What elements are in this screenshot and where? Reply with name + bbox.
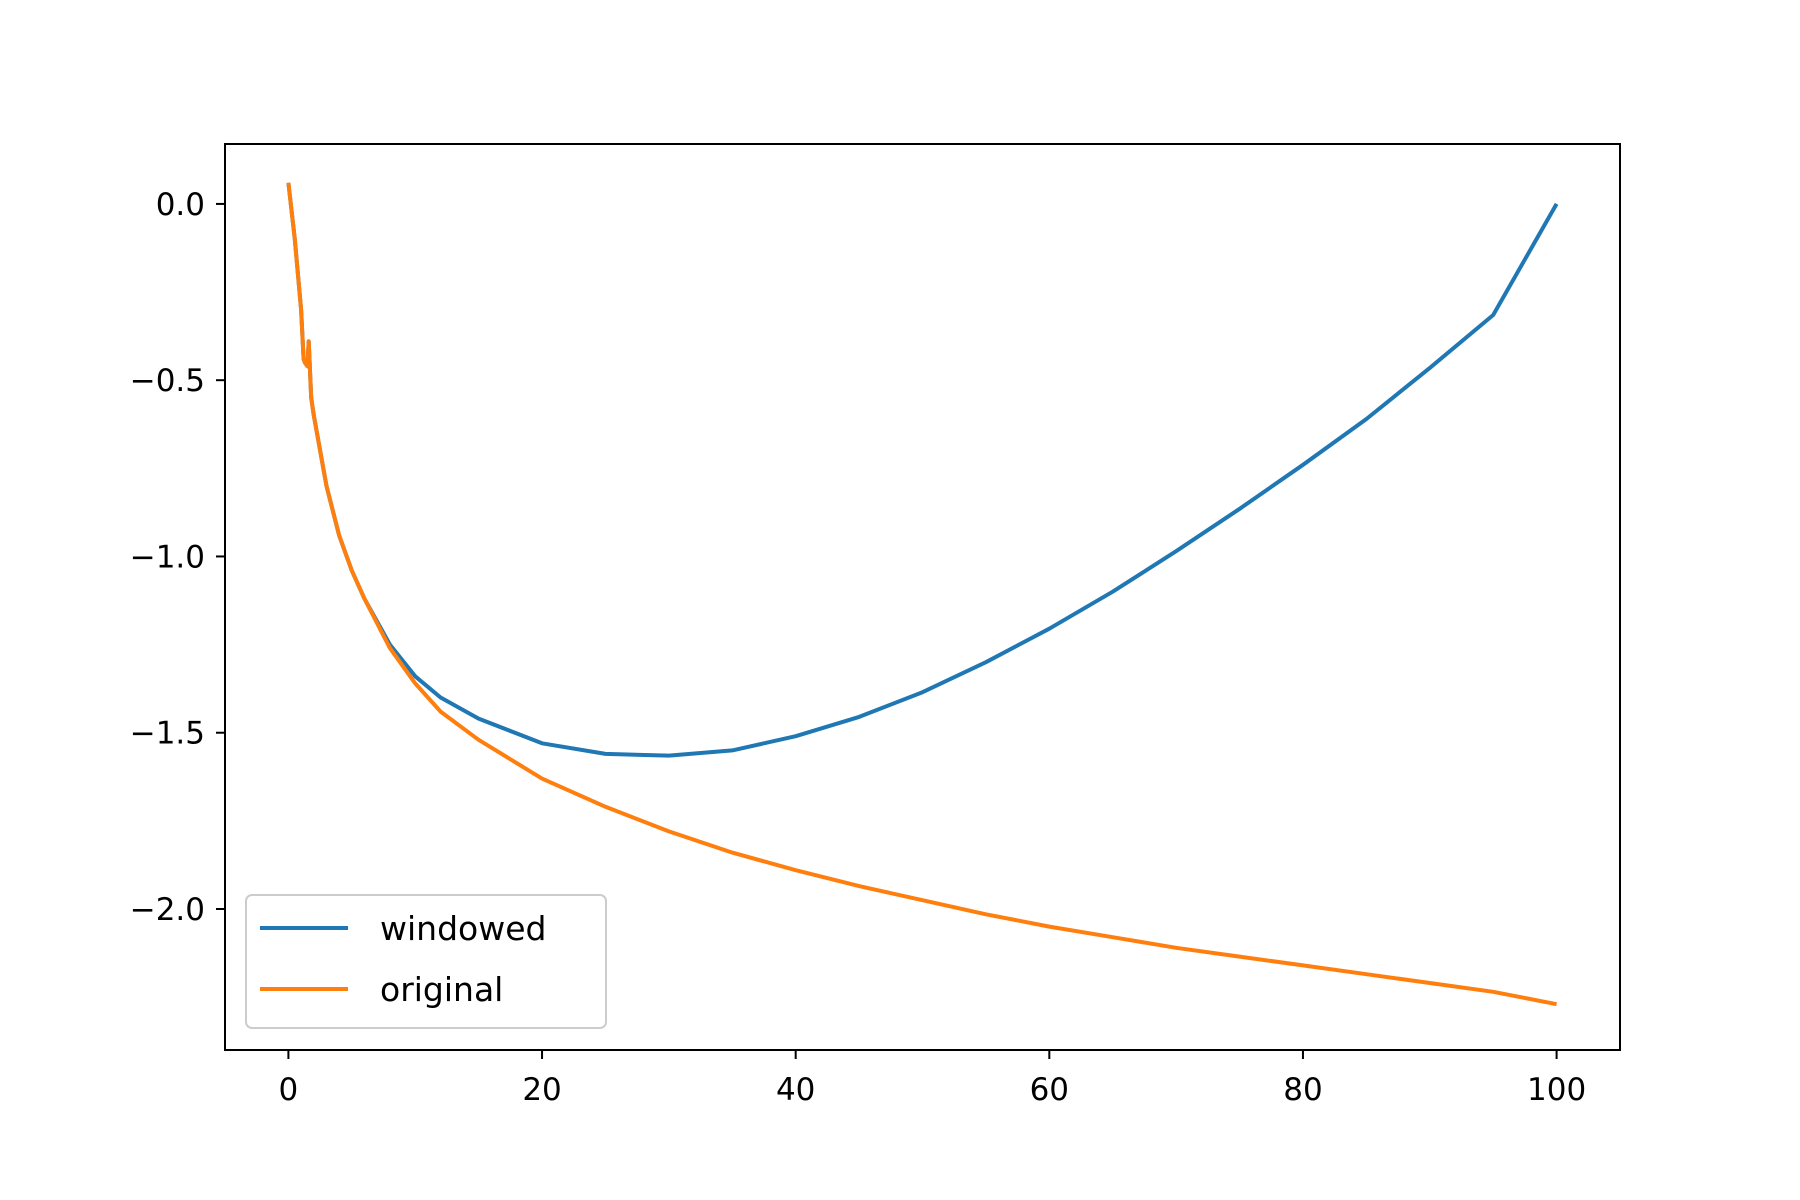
x-axis: 0 20 40 60 80 100: [279, 1050, 1586, 1108]
x-tick-label: 60: [1030, 1072, 1069, 1108]
legend-label-windowed: windowed: [380, 909, 546, 948]
series-line-original: [286, 182, 1557, 1007]
x-tick-label: 0: [279, 1072, 299, 1108]
y-tick-label: 0.0: [156, 187, 205, 223]
x-tick-label: 40: [776, 1072, 815, 1108]
y-tick-label: −1.0: [130, 539, 205, 575]
x-tick-label: 80: [1283, 1072, 1322, 1108]
x-tick-label: 20: [522, 1072, 561, 1108]
y-axis: 0.0 −0.5 −1.0 −1.5 −2.0: [130, 187, 225, 928]
series-layer: [286, 182, 1559, 1007]
y-tick-label: −2.0: [130, 892, 205, 928]
y-tick-label: −1.5: [130, 716, 205, 752]
plot-frame: [224, 143, 1621, 1051]
legend-label-original: original: [380, 970, 503, 1009]
x-tick-label: 100: [1527, 1072, 1586, 1108]
legend: windowed original: [245, 894, 607, 1029]
y-tick-label: −0.5: [130, 363, 205, 399]
